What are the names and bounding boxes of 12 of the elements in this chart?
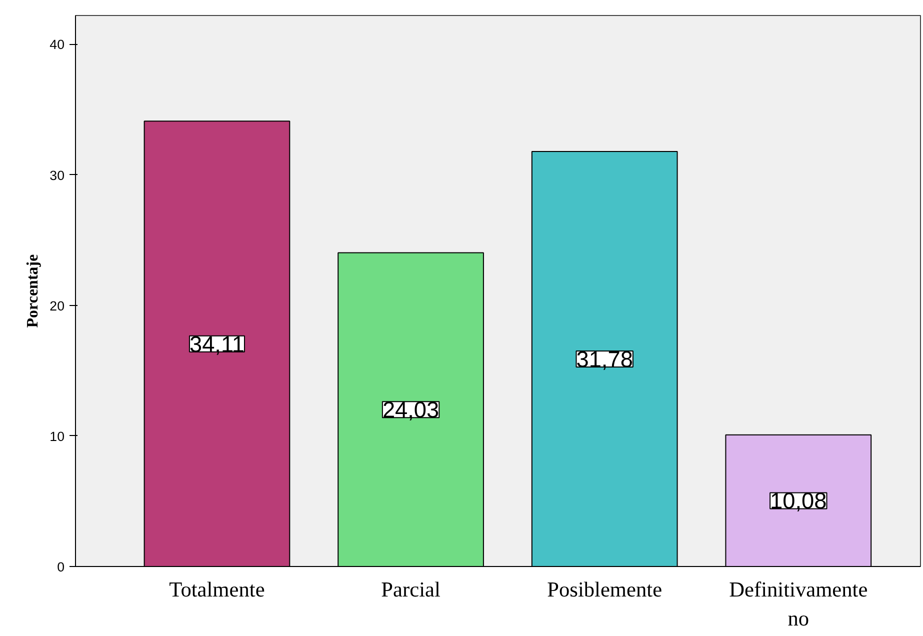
x-tick-label: Totalmente	[169, 578, 265, 602]
y-axis-title: Porcentaje	[24, 254, 42, 328]
y-tick-label: 0	[57, 560, 65, 574]
y-tick-label: 20	[50, 298, 65, 314]
y-tick-label: 40	[50, 37, 65, 52]
data-label: 10,08	[770, 488, 827, 514]
x-tick-label: Posiblemente	[547, 578, 662, 602]
y-tick-label: 10	[50, 428, 65, 444]
x-tick-label: Definitivamente no	[729, 578, 868, 630]
y-tick-label: 30	[50, 168, 65, 183]
data-label: 24,03	[382, 396, 440, 423]
x-tick-label: Parcial	[381, 578, 440, 602]
